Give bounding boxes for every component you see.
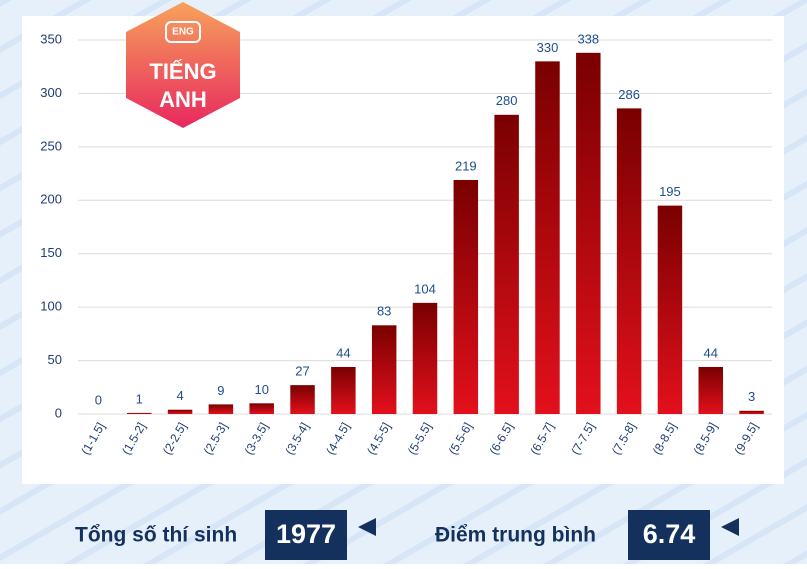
y-tick-label: 50: [48, 352, 62, 367]
value-label: 338: [577, 31, 599, 46]
value-label: 10: [254, 382, 268, 397]
value-label: 27: [295, 364, 309, 379]
bar: [453, 179, 479, 414]
badge-title: TIẾNG: [149, 59, 216, 84]
bar: [126, 412, 152, 414]
arrow: [358, 518, 376, 536]
value-label: 44: [336, 345, 350, 360]
value-label: 9: [217, 383, 224, 398]
badge: [126, 2, 240, 128]
bar: [290, 385, 315, 414]
arrow: [721, 518, 739, 536]
total-box: [265, 510, 347, 560]
total-value: 1977: [276, 519, 336, 549]
bar: [535, 61, 560, 414]
value-label: 4: [176, 388, 183, 403]
value-label: 0: [95, 392, 102, 407]
bar: [249, 403, 274, 414]
y-tick-label: 100: [40, 299, 62, 314]
bar: [739, 410, 764, 414]
value-label: 195: [659, 184, 681, 199]
value-label: 1: [136, 391, 143, 406]
mean-label: Điểm trung bình: [435, 524, 596, 547]
bar: [167, 409, 193, 414]
value-label: 3: [748, 389, 755, 404]
bar: [657, 205, 683, 414]
mean-value: 6.74: [643, 519, 696, 549]
mean-box: [628, 510, 710, 560]
value-label: 104: [414, 281, 436, 296]
bar: [371, 325, 397, 414]
badge-icon: [165, 21, 201, 43]
bar: [698, 366, 724, 414]
y-tick-label: 350: [40, 31, 62, 46]
bar: [576, 52, 601, 415]
value-label: 280: [496, 93, 518, 108]
value-label: 219: [455, 158, 477, 173]
value-label: 44: [704, 345, 718, 360]
bar: [616, 108, 642, 414]
y-tick-label: 150: [40, 245, 62, 260]
bar: [208, 404, 234, 414]
y-tick-label: 200: [40, 192, 62, 207]
y-tick-label: 300: [40, 85, 62, 100]
bar: [331, 366, 356, 414]
badge-title: ANH: [159, 87, 207, 112]
value-label: 286: [618, 87, 640, 102]
y-tick-label: 0: [55, 405, 62, 420]
value-label: 330: [537, 40, 559, 55]
y-tick-label: 250: [40, 138, 62, 153]
bar: [412, 302, 438, 414]
bar: [494, 114, 519, 415]
total-label: Tổng số thí sinh: [75, 524, 237, 547]
badge-tag: ENG: [172, 27, 194, 38]
value-label: 83: [377, 304, 391, 319]
